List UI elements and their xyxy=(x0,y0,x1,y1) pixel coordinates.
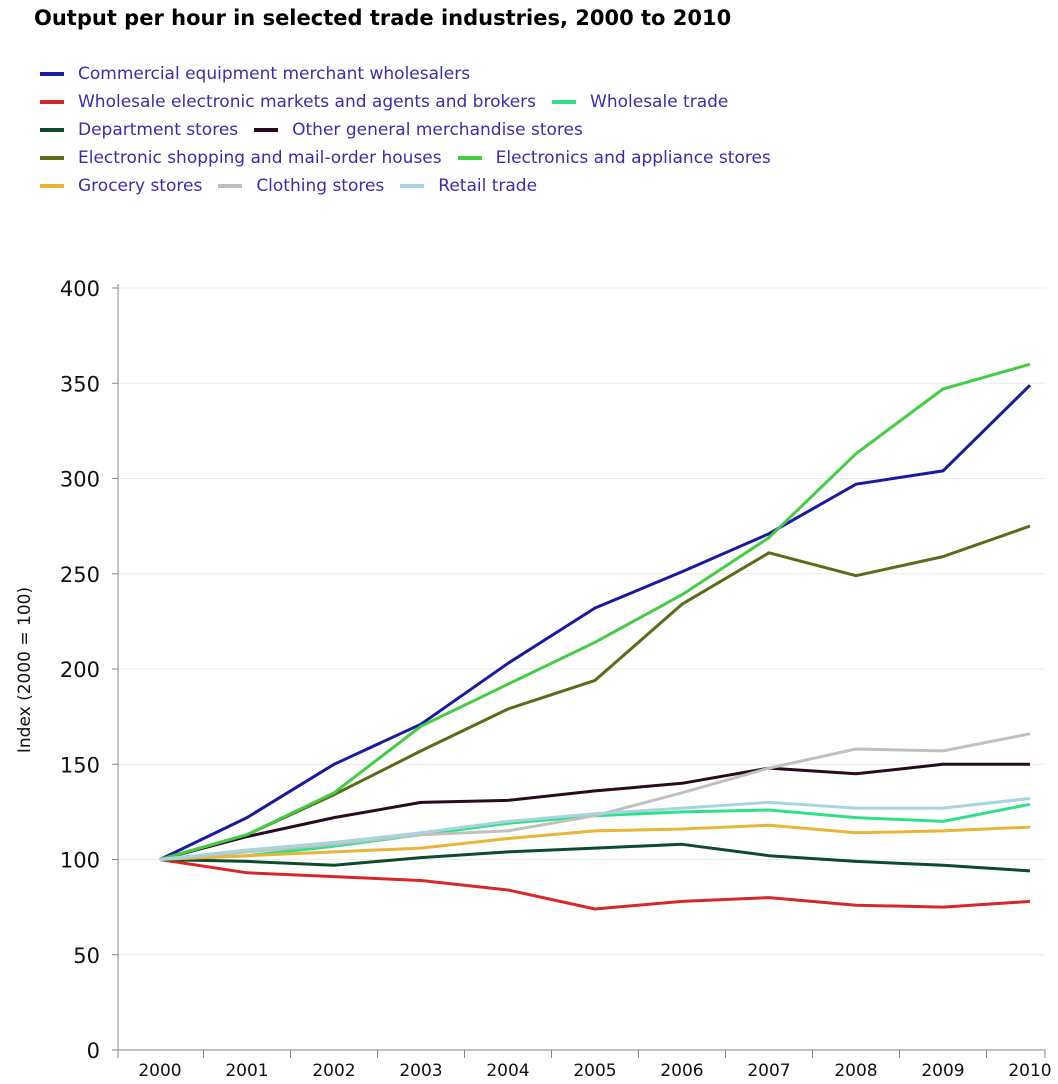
legend-entry[interactable]: Other general merchandise stores xyxy=(254,120,583,140)
legend-swatch xyxy=(40,72,64,76)
y-tick-label: 250 xyxy=(60,563,100,587)
legend-entry[interactable]: Commercial equipment merchant wholesaler… xyxy=(40,64,470,84)
legend-entry[interactable]: Wholesale electronic markets and agents … xyxy=(40,92,536,112)
legend-swatch xyxy=(254,128,279,132)
legend-swatch xyxy=(218,184,243,188)
legend-entry[interactable]: Wholesale trade xyxy=(552,92,728,112)
x-tick-label: 2005 xyxy=(573,1061,616,1081)
x-tick-label: 2000 xyxy=(138,1061,181,1081)
y-axis-label: Index (2000 = 100) xyxy=(15,587,35,753)
legend-swatch xyxy=(40,128,64,132)
legend-label: Retail trade xyxy=(438,176,538,196)
legend-entry[interactable]: Retail trade xyxy=(400,176,537,196)
legend-label: Other general merchandise stores xyxy=(292,120,583,140)
axes xyxy=(112,284,1046,1058)
series-line[interactable] xyxy=(159,362,1031,861)
y-tick-label: 150 xyxy=(60,753,100,777)
legend-swatch xyxy=(552,100,577,104)
legend-label: Clothing stores xyxy=(256,176,385,196)
y-tick-label: 300 xyxy=(60,468,100,492)
legend-swatch xyxy=(40,156,64,160)
x-tick-label: 2006 xyxy=(660,1061,703,1081)
legend: Commercial equipment merchant wholesaler… xyxy=(40,60,1050,200)
legend-entry[interactable]: Department stores xyxy=(40,120,238,140)
legend-label: Electronic shopping and mail-order house… xyxy=(78,148,442,168)
legend-label: Wholesale electronic markets and agents … xyxy=(78,92,537,112)
x-tick-label: 2009 xyxy=(921,1061,964,1081)
chart-title: Output per hour in selected trade indust… xyxy=(34,6,732,30)
legend-label: Department stores xyxy=(78,120,239,140)
legend-swatch xyxy=(40,100,64,104)
series-line[interactable] xyxy=(159,732,1031,861)
x-tick-label: 2007 xyxy=(747,1061,790,1081)
legend-entry[interactable]: Electronic shopping and mail-order house… xyxy=(40,148,442,168)
legend-entry[interactable]: Clothing stores xyxy=(218,176,384,196)
series-line[interactable] xyxy=(159,842,1031,873)
series-line[interactable] xyxy=(159,762,1030,861)
legend-row: Grocery stores Clothing stores Retail trad… xyxy=(40,172,1050,200)
x-tick-label: 2010 xyxy=(1008,1061,1051,1081)
legend-row: Commercial equipment merchant wholesaler… xyxy=(40,60,1050,88)
y-tick-label: 350 xyxy=(60,372,100,396)
legend-row: Department stores Other general merchandi… xyxy=(40,116,1050,144)
series-line[interactable] xyxy=(159,858,1031,911)
legend-swatch xyxy=(40,184,64,188)
y-tick-labels: 0 50 100 150 200 250 300 350 400 xyxy=(60,277,100,1063)
x-tick-label: 2003 xyxy=(399,1061,442,1081)
legend-swatch xyxy=(457,156,482,160)
x-tick-label: 2001 xyxy=(225,1061,268,1081)
x-tick-labels: 2000 2001 2002 2003 2004 2005 2006 2007 2008 2009… xyxy=(138,1061,1051,1081)
y-tick-label: 400 xyxy=(60,277,100,301)
y-tick-label: 0 xyxy=(87,1039,100,1063)
y-tick-label: 100 xyxy=(60,849,100,873)
legend-label: Grocery stores xyxy=(78,176,203,196)
legend-row: Wholesale electronic markets and agents … xyxy=(40,88,1050,116)
y-tick-label: 200 xyxy=(60,658,100,682)
x-tick-label: 2008 xyxy=(834,1061,877,1081)
legend-label: Commercial equipment merchant wholesaler… xyxy=(78,64,471,84)
x-tick-label: 2002 xyxy=(312,1061,355,1081)
y-tick-label: 50 xyxy=(73,944,100,968)
series-line[interactable] xyxy=(159,823,1031,861)
legend-label: Electronics and appliance stores xyxy=(495,148,771,168)
legend-entry[interactable]: Grocery stores xyxy=(40,176,202,196)
series-lines xyxy=(159,362,1032,911)
series-line[interactable] xyxy=(159,384,1032,861)
legend-entry[interactable]: Electronics and appliance stores xyxy=(457,148,771,168)
x-tick-label: 2004 xyxy=(486,1061,529,1081)
series-line[interactable] xyxy=(159,797,1031,861)
legend-swatch xyxy=(400,184,425,188)
legend-label: Wholesale trade xyxy=(590,92,729,112)
legend-row: Electronic shopping and mail-order house… xyxy=(40,144,1050,172)
